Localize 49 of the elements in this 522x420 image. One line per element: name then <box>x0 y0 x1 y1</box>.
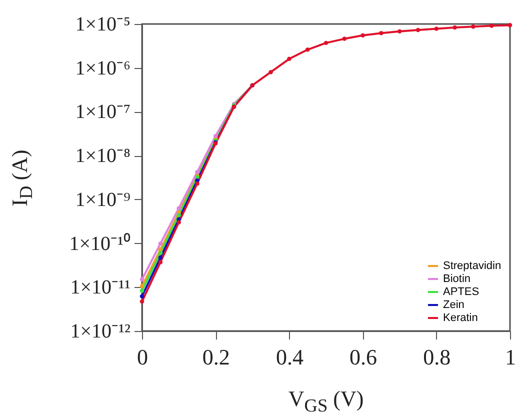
y-tick-label: 1×10⁻⁹ <box>75 188 131 211</box>
legend-label: Streptavidin <box>443 260 502 272</box>
x-tick-label: 0.6 <box>350 344 378 370</box>
legend-label: APTES <box>443 286 480 298</box>
point <box>360 33 365 38</box>
point <box>140 294 144 298</box>
y-tick-label: 1×10⁻¹⁰ <box>69 232 130 255</box>
point <box>397 29 402 34</box>
point <box>213 134 218 138</box>
point <box>140 277 144 282</box>
point <box>140 284 144 288</box>
point <box>379 30 384 36</box>
x-tick-label: 1 <box>505 344 516 370</box>
point <box>140 288 144 293</box>
point <box>342 36 347 41</box>
y-tick-label: 1×10⁻¹¹ <box>70 276 130 299</box>
point <box>176 206 181 210</box>
point <box>176 212 181 218</box>
x-tick-label: 0.4 <box>276 344 304 370</box>
legend-label: Keratin <box>443 312 478 324</box>
point <box>158 260 163 264</box>
point <box>195 170 200 174</box>
y-tick-label: 1×10⁻⁵ <box>75 14 130 36</box>
point <box>305 48 310 52</box>
point <box>287 56 292 62</box>
y-tick-label: 1×10⁻⁷ <box>75 101 131 124</box>
point <box>434 26 439 31</box>
point <box>324 40 328 46</box>
point <box>158 250 163 256</box>
legend-label: Biotin <box>443 273 471 285</box>
y-tick-label: 1×10⁻⁶ <box>75 57 131 80</box>
point <box>158 256 163 260</box>
point <box>158 242 163 246</box>
x-tick-label: 0.2 <box>202 344 230 370</box>
point <box>416 28 420 32</box>
point <box>268 70 273 74</box>
y-tick-label: 1×10⁻¹² <box>70 320 130 342</box>
x-axis-title: V$_{GS}$ (V) <box>288 386 364 416</box>
point <box>452 25 457 30</box>
x-tick-label: 0 <box>137 344 148 370</box>
point <box>508 23 512 28</box>
point <box>176 220 181 224</box>
point <box>489 24 494 28</box>
y-tick-label: 1×10⁻⁸ <box>75 145 131 168</box>
point <box>471 24 476 29</box>
x-tick-label: 0.8 <box>423 344 451 370</box>
point <box>195 181 200 186</box>
point <box>140 299 144 304</box>
legend-label: Zein <box>443 299 464 311</box>
